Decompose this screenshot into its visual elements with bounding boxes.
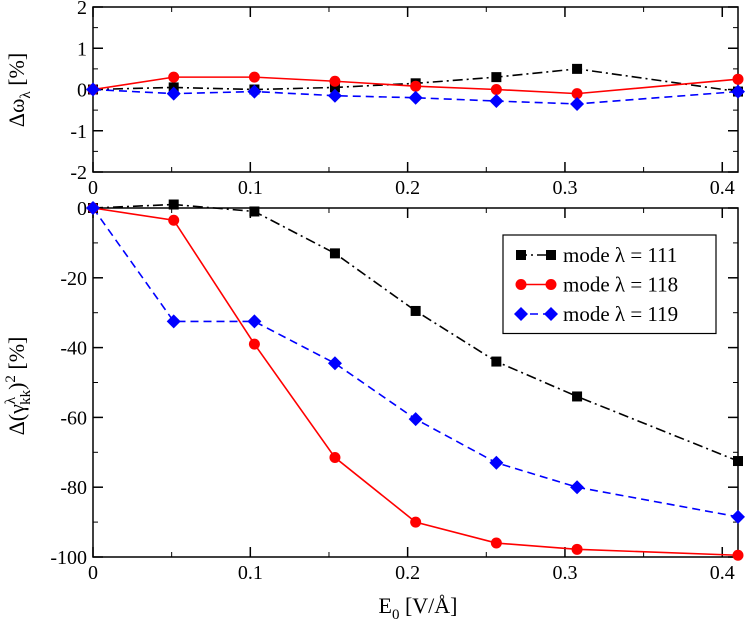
top-x-tick-label: 0.1 (238, 177, 263, 199)
legend-marker-2-b (545, 279, 557, 290)
top-series-2-point (248, 71, 260, 83)
bottom-series-3-point (327, 356, 342, 371)
top-series-2-point (490, 84, 502, 95)
legend-marker-2-a (515, 279, 527, 290)
top-series-1-point (491, 72, 502, 83)
bottom-x-tick-label: 0.2 (395, 562, 420, 584)
bottom-series-1-point (329, 248, 340, 259)
legend-marker-1-a (516, 250, 526, 260)
bottom-series-1-point (733, 456, 743, 467)
bottom-series-1-point (249, 206, 260, 217)
top-y-tick-label: 2 (77, 0, 87, 19)
top-series-3-point (247, 84, 262, 99)
bottom-y-tick-label: -80 (60, 477, 87, 499)
top-x-tick-label: 0.2 (395, 177, 420, 199)
top-series-3-point (166, 86, 181, 101)
x-axis-label: E0 [V/Å] (379, 593, 458, 623)
bottom-series-3-point (489, 455, 504, 470)
top-series-2-point (410, 80, 422, 92)
legend-label-1: mode λ = 111 (563, 243, 677, 267)
bottom-series-1-point (491, 356, 502, 367)
top-series-3-point (731, 84, 745, 99)
legend-marker-3-b (544, 307, 558, 321)
bottom-series-1-point (410, 305, 421, 316)
bottom-y-tick-label: -100 (50, 547, 87, 569)
top-y-axis-label: Δωλ [%] (4, 53, 34, 127)
top-x-tick-label: 0.4 (710, 177, 735, 199)
legend-label-3: mode λ = 119 (563, 302, 678, 326)
top-x-tick-label: 0.3 (552, 177, 577, 199)
bottom-series-2-point (410, 516, 422, 528)
top-series-1-point (329, 82, 340, 93)
top-series-2-point (732, 73, 744, 85)
bottom-y-tick-label: 0 (77, 198, 87, 220)
top-series-2-point (329, 75, 341, 87)
top-series-line-3 (92, 88, 739, 105)
bottom-series-3-point (247, 314, 262, 329)
top-series-2-point (168, 71, 180, 83)
top-y-tick-label: -1 (70, 121, 87, 143)
top-x-tick-label: 0 (88, 177, 98, 199)
bottom-series-3-point (570, 480, 585, 495)
bottom-y-tick-label: -40 (60, 338, 87, 360)
top-series-line-2 (92, 76, 739, 95)
bottom-series-2-point (168, 214, 180, 226)
top-panel: 0 0.1 0.2 0.3 0.4 2 1 0 -1 -2 (70, 0, 745, 199)
top-series-3-point (570, 96, 585, 111)
bottom-series-2-point (571, 543, 583, 555)
legend: mode λ = 111 mode λ = 118 mode λ = 119 (502, 234, 717, 335)
legend-marker-1-b (546, 250, 556, 260)
bottom-y-axis-label: Δ(γλkk)2 [%] (3, 337, 34, 436)
top-series-line-1 (92, 68, 739, 93)
bottom-series-3-point (166, 314, 181, 329)
bottom-series-2-point (490, 537, 502, 549)
top-y-tick-label: -2 (70, 162, 87, 184)
top-y-tick-label: 1 (77, 38, 87, 60)
bottom-series-1-point (572, 391, 583, 402)
bottom-series-3-point (86, 201, 100, 215)
bottom-y-tick-label: -60 (60, 407, 87, 429)
top-series-3-point (489, 94, 504, 109)
bottom-series-2-point (248, 338, 260, 350)
top-y-tick-label: 0 (77, 80, 87, 102)
top-series-2-point (571, 88, 583, 100)
bottom-series-line-1 (92, 203, 739, 462)
bottom-series-3-point (731, 509, 745, 524)
bottom-series-3-point (408, 412, 423, 427)
bottom-x-tick-label: 0.3 (552, 562, 577, 584)
bottom-series-2-point (732, 549, 744, 561)
bottom-series-2-point (329, 452, 341, 464)
bottom-x-tick-label: 0 (88, 562, 98, 584)
bottom-x-tick-label: 0.1 (238, 562, 263, 584)
top-series-3-point (86, 82, 100, 97)
top-series-1-point (572, 63, 583, 74)
bottom-panel: 0 0.1 0.2 0.3 0.4 0 -20 -40 -60 -80 -100 (50, 198, 745, 584)
bottom-series-line-2 (92, 207, 739, 557)
bottom-x-tick-label: 0.4 (710, 562, 735, 584)
bottom-series-1-point (168, 199, 179, 210)
bottom-y-tick-label: -20 (60, 268, 87, 290)
top-series-3-point (408, 90, 423, 105)
legend-marker-3-a (514, 307, 528, 321)
legend-label-2: mode λ = 118 (563, 273, 678, 297)
top-series-3-point (327, 88, 342, 103)
